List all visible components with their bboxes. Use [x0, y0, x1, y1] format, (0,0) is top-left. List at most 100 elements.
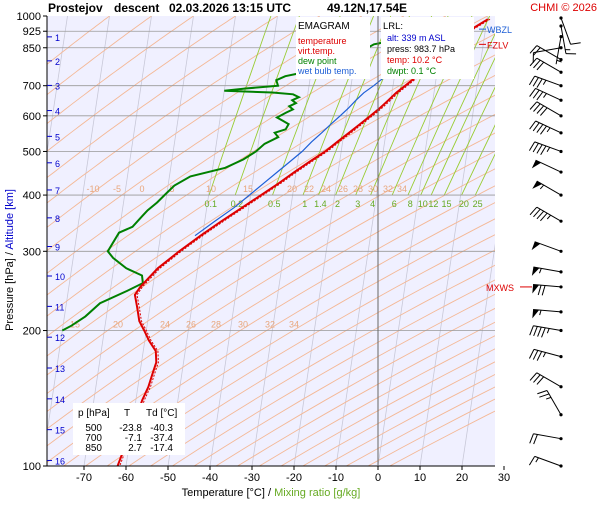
pressure-tick-label: 700 [23, 81, 41, 93]
mixing-ratio-label: 25 [473, 199, 483, 209]
altitude-tick-label: 6 [55, 159, 60, 169]
dry-adiabat-label: 28 [211, 320, 221, 330]
dry-adiabat-label: 32 [265, 320, 275, 330]
station-name: Prostejov [48, 1, 103, 15]
pressure-tick-label: 200 [23, 326, 41, 338]
dry-adiabat-label: 30 [238, 320, 248, 330]
table-cell: 850 [85, 443, 102, 454]
dry-adiabat-label: 0 [139, 184, 144, 194]
table-cell: -17.4 [150, 443, 173, 454]
dry-adiabat-label: 20 [113, 320, 123, 330]
fzlv-label: FZLV [487, 40, 508, 50]
dry-adiabat-label: 32 [383, 184, 393, 194]
dry-adiabat-label: 24 [321, 184, 331, 194]
temperature-tick-label: -30 [244, 472, 260, 484]
mxws-label: MXWS [486, 283, 514, 293]
temperature-tick-label: -10 [328, 472, 344, 484]
legend-item: temperature [298, 36, 347, 46]
dry-adiabat-label: 26 [338, 184, 348, 194]
pressure-tick-label: 300 [23, 246, 41, 258]
mixing-ratio-label: 15 [441, 199, 451, 209]
temperature-tick-label: -20 [286, 472, 302, 484]
lrl-title: LRL: [383, 21, 403, 32]
lrl-altitude: alt: 339 m ASL [387, 33, 446, 43]
pressure-tick-label: 400 [23, 190, 41, 202]
temperature-tick-label: 10 [414, 472, 426, 484]
dry-adiabat-label: 22 [304, 184, 314, 194]
pressure-tick-label: 1000 [17, 11, 41, 23]
lrl-dewpoint: dwpt: 0.1 °C [387, 66, 437, 76]
legend-item: wet bulb temp. [297, 66, 357, 76]
dry-adiabat-label: 10 [206, 184, 216, 194]
sounding-mode: descent [114, 1, 159, 15]
mixing-ratio-label: 0.5 [268, 199, 281, 209]
mixing-ratio-label: 1 [302, 199, 307, 209]
pressure-tick-label: 850 [23, 43, 41, 55]
x-axis-title: Temperature [°C] / Mixing ratio [g/kg] [182, 487, 361, 499]
mixing-ratio-label: 1.4 [314, 199, 327, 209]
temperature-tick-label: 0 [375, 472, 381, 484]
altitude-tick-label: 15 [55, 426, 65, 436]
table-cell: 2.7 [128, 443, 142, 454]
temperature-tick-label: -40 [202, 472, 218, 484]
temperature-tick-label: -60 [118, 472, 134, 484]
sounding-coords: 49.12N,17.54E [327, 1, 407, 15]
dry-adiabat-label: 26 [186, 320, 196, 330]
pressure-tick-label: 100 [23, 461, 41, 473]
mixing-ratio-label: 10 [418, 199, 428, 209]
mixing-ratio-label: 3 [355, 199, 360, 209]
dry-adiabat-label: 30 [368, 184, 378, 194]
lrl-pressure: press: 983.7 hPa [387, 44, 455, 54]
temperature-tick-label: 30 [498, 472, 510, 484]
table-header: Td [°C] [146, 408, 177, 419]
dry-adiabat-label: 34 [289, 320, 299, 330]
altitude-tick-label: 13 [55, 364, 65, 374]
altitude-tick-label: 16 [55, 456, 65, 466]
mixing-ratio-label: 8 [408, 199, 413, 209]
mixing-ratio-label: 2 [335, 199, 340, 209]
legend-item: virt.temp. [298, 46, 335, 56]
dry-adiabat-label: 15 [243, 184, 253, 194]
copyright-label: CHMI © 2026 [530, 2, 597, 14]
temperature-tick-label: -70 [76, 472, 92, 484]
pressure-tick-label: 600 [23, 111, 41, 123]
mixing-ratio-label: 6 [392, 199, 397, 209]
lrl-temperature: temp: 10.2 °C [387, 55, 443, 65]
pressure-tick-label: 500 [23, 146, 41, 158]
table-header: p [hPa] [78, 408, 110, 419]
sounding-datetime: 02.03.2026 13:15 UTC [169, 1, 291, 15]
altitude-tick-label: 4 [55, 107, 60, 117]
altitude-tick-label: 14 [55, 395, 65, 405]
temperature-tick-label: -50 [160, 472, 176, 484]
altitude-tick-label: 8 [55, 214, 60, 224]
dry-adiabat-label: 28 [353, 184, 363, 194]
altitude-tick-label: 1 [55, 33, 60, 43]
dry-adiabat-label: -10 [86, 184, 99, 194]
mixing-ratio-label: 4 [370, 199, 375, 209]
mixing-ratio-label: 0.1 [204, 199, 217, 209]
dry-adiabat-label: 34 [397, 184, 407, 194]
mixing-ratio-label: 12 [428, 199, 438, 209]
altitude-tick-label: 2 [55, 57, 60, 67]
temperature-tick-label: 20 [456, 472, 468, 484]
y-axis-title: Pressure [hPa] / Altitude [km] [4, 189, 16, 331]
altitude-tick-label: 10 [55, 272, 65, 282]
pressure-tick-label: 925 [23, 26, 41, 38]
altitude-tick-label: 5 [55, 132, 60, 142]
altitude-tick-label: 3 [55, 81, 60, 91]
altitude-tick-label: 9 [55, 243, 60, 253]
dry-adiabat-label: -5 [113, 184, 121, 194]
wbzl-label: WBZL [487, 25, 512, 35]
table-header: T [124, 408, 130, 419]
dry-adiabat-label: 24 [160, 320, 170, 330]
legend-item: dew point [298, 56, 337, 66]
altitude-tick-label: 12 [55, 333, 65, 343]
dry-adiabat-label: 20 [287, 184, 297, 194]
altitude-tick-label: 7 [55, 186, 60, 196]
altitude-tick-label: 11 [55, 302, 64, 312]
mixing-ratio-label: 20 [459, 199, 469, 209]
legend-title: EMAGRAM [298, 21, 350, 32]
